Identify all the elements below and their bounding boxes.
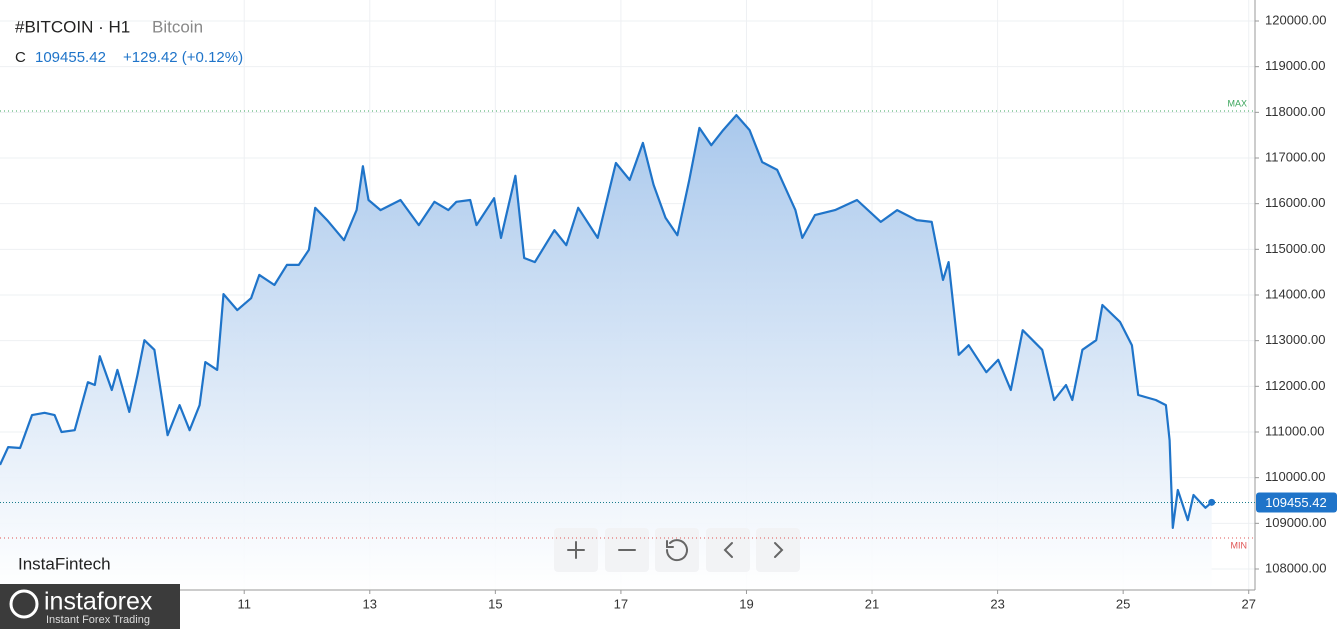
y-tick-label: 116000.00	[1265, 195, 1326, 210]
logo-tagline: Instant Forex Trading	[46, 614, 150, 626]
close-label: C	[15, 49, 26, 66]
y-tick-label: 115000.00	[1265, 241, 1326, 256]
min-line-label: MIN	[1231, 540, 1248, 550]
scroll-right-button[interactable]	[756, 528, 800, 572]
max-line-label: MAX	[1227, 98, 1247, 108]
y-tick-label: 118000.00	[1265, 104, 1326, 119]
chart-subtitle: Bitcoin	[152, 17, 203, 36]
plot	[0, 114, 1213, 590]
x-tick-label: 13	[363, 596, 377, 611]
chart-title: #BITCOIN · H1	[15, 17, 130, 36]
change-value: +129.42 (+0.12%)	[123, 49, 243, 66]
x-tick-label: 19	[739, 596, 753, 611]
logo-icon	[9, 589, 39, 619]
x-tick-label: 21	[865, 596, 879, 611]
x-tick-label: 27	[1241, 596, 1255, 611]
y-tick-label: 117000.00	[1265, 149, 1326, 164]
reset-icon	[665, 539, 688, 562]
x-tick-label: 15	[488, 596, 502, 611]
x-tick-label: 11	[237, 596, 251, 611]
y-tick-label: 110000.00	[1265, 469, 1326, 484]
logo-text: instaforex	[44, 588, 153, 616]
scroll-right-icon	[774, 542, 784, 558]
scroll-left-button[interactable]	[706, 528, 750, 572]
y-tick-label: 114000.00	[1265, 286, 1326, 301]
watermark: InstaFintech	[18, 554, 111, 573]
last-price-tag	[1256, 492, 1337, 513]
y-tick-label: 108000.00	[1265, 560, 1326, 575]
x-tick-label: 23	[990, 596, 1004, 611]
zoom-in-icon	[567, 541, 585, 559]
y-tick-label: 120000.00	[1265, 12, 1326, 27]
logo: instaforex Instant Forex Trading	[0, 584, 180, 629]
y-tick-label: 119000.00	[1265, 58, 1326, 73]
area-fill	[0, 115, 1212, 590]
reset-button[interactable]	[655, 528, 699, 572]
last-point	[1208, 498, 1216, 506]
y-tick-label: 109000.00	[1265, 515, 1326, 530]
x-tick-label: 25	[1116, 596, 1130, 611]
x-tick-label: 17	[614, 596, 628, 611]
last-price-label: 109455.42	[1265, 495, 1326, 510]
y-tick-label: 112000.00	[1265, 378, 1326, 393]
toolbar	[554, 528, 800, 572]
y-tick-label: 113000.00	[1265, 332, 1326, 347]
scroll-left-icon	[723, 542, 733, 558]
y-tick-label: 111000.00	[1265, 423, 1325, 438]
price-line	[0, 114, 1213, 529]
close-value: 109455.42	[35, 49, 106, 66]
